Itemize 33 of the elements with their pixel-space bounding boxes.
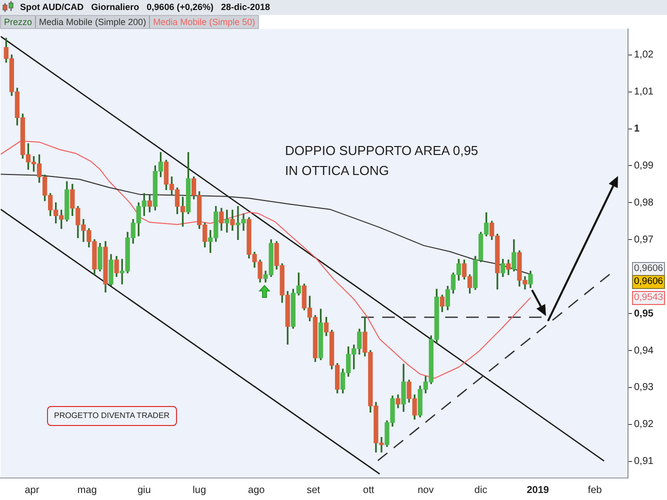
y-tick-label: 1,01 (634, 86, 654, 98)
x-tick-label: mag (77, 484, 97, 496)
text: 0,9606 (632, 275, 666, 289)
x-tick-label: apr (24, 484, 40, 496)
chart-title: Spot AUD/CAD Giornaliero 0,9606 (+0,26%) 28-dic-2018 (20, 2, 270, 12)
x-tick-label: set (306, 484, 320, 496)
x-tick-label: dic (474, 484, 488, 496)
note-frame: PROGETTO DIVENTA TRADER (47, 406, 177, 426)
candlestick (224, 210, 230, 233)
y-tick-label: 0,97 (634, 234, 654, 246)
y-tick-label: 0,94 (634, 345, 654, 356)
annotation: PROGETTO DIVENTA TRADER (54, 411, 170, 421)
y-tick-label: 0,95 (634, 308, 654, 320)
x-tick-label: nov (418, 484, 434, 496)
y-tick-label: 0,92 (634, 419, 654, 430)
text: 0,9543 (632, 291, 666, 305)
x-tick-label: 2019 (526, 484, 550, 496)
text: Media Mobile (Simple 50) (149, 16, 258, 28)
text: 0,9606 (632, 262, 666, 276)
x-tick-label: ago (248, 484, 266, 496)
annotation: DOPPIO SUPPORTO AREA 0,95 IN OTTICA LONG (285, 142, 478, 180)
text: Media Mobile (Simple 200) (35, 16, 150, 28)
y-tick-label: 1 (634, 124, 640, 135)
x-tick-label: lug (192, 484, 206, 496)
x-tick-label: feb (588, 484, 602, 496)
x-tick-label: ott (363, 484, 374, 496)
y-tick-label: 0,99 (634, 160, 654, 172)
y-tick-label: 0,93 (634, 382, 654, 394)
x-tick-label: giu (137, 484, 151, 496)
y-tick-label: 1,02 (634, 50, 654, 61)
text: Prezzo (3, 16, 34, 28)
y-tick-label: 0,98 (634, 197, 654, 208)
y-tick-label: 0,91 (634, 456, 654, 468)
